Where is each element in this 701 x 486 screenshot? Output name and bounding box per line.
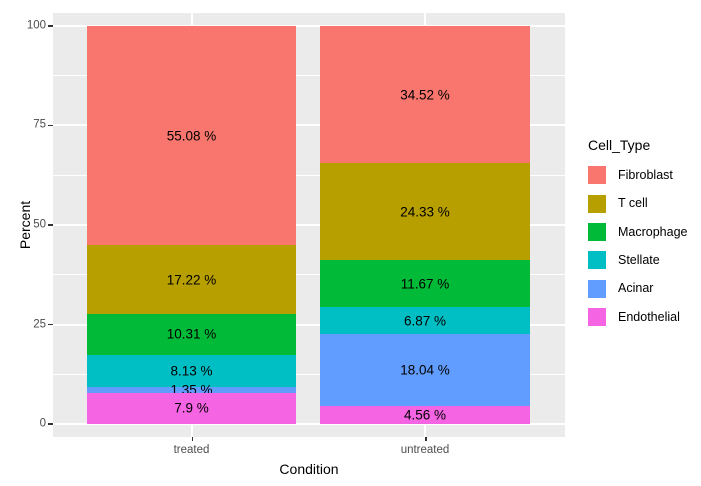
minor-gridline: [53, 373, 565, 375]
y-tick-mark: [48, 25, 53, 27]
legend-label: Fibroblast: [618, 168, 673, 183]
legend-swatch: [588, 222, 606, 241]
legend-swatch: [588, 307, 606, 326]
x-tick-mark: [425, 437, 427, 441]
legend-label: T cell: [618, 196, 648, 211]
legend-item-acinar: Acinar: [588, 279, 688, 298]
bar-segment-fibroblast-treated: 55.08 %: [87, 26, 296, 246]
bar-untreated: 34.52 % 24.33 % 11.67 % 6.87 % 18.04 % 4.56 %: [320, 26, 530, 425]
legend-swatch: [588, 251, 606, 270]
bar-segment-label: 7.9 %: [174, 400, 209, 416]
bar-segment-macrophage-treated: 10.31 %: [87, 313, 296, 356]
x-tick-label-untreated: untreated: [400, 444, 450, 456]
y-tick-label: 25: [33, 317, 46, 330]
minor-gridline: [53, 274, 565, 276]
legend: Cell_Type Fibroblast T cell Macrophage Stel…: [588, 137, 688, 336]
major-gridline: [53, 423, 565, 426]
bar-segment-t-cell-treated: 17.22 %: [87, 245, 296, 314]
legend-title: Cell_Type: [588, 137, 651, 153]
y-axis-title: Percent: [17, 200, 33, 250]
bar-segment-label: 10.31 %: [166, 326, 217, 342]
y-tick-mark: [48, 423, 53, 425]
legend-label: Stellate: [618, 253, 660, 268]
legend-label: Acinar: [618, 281, 654, 296]
bar-segment-label: 6.87 %: [403, 312, 447, 328]
bar-segment-label: 18.04 %: [400, 362, 450, 378]
bar-segment-label: 24.33 %: [400, 204, 450, 220]
legend-swatch: [588, 166, 606, 185]
y-tick-mark: [48, 224, 53, 226]
y-tick-label: 100: [26, 19, 46, 32]
bar-segment-endothelial-untreated: 4.56 %: [320, 406, 530, 425]
x-axis-title: Condition: [279, 461, 339, 477]
minor-gridline: [53, 174, 565, 176]
major-gridline: [53, 224, 565, 227]
bar-segment-label: 34.52 %: [400, 86, 450, 102]
y-tick-mark: [48, 323, 53, 326]
bar-treated: 55.08 % 17.22 % 10.31 % 8.13 % 1.35 % 7.9 %: [87, 26, 296, 425]
x-tick-label-treated: treated: [173, 444, 210, 456]
bar-segment-t-cell-untreated: 24.33 %: [320, 163, 530, 261]
bar-segment-label: 11.67 %: [400, 275, 450, 291]
legend-item-t-cell: T cell: [588, 194, 688, 213]
bar-segment-label: 17.22 %: [166, 271, 217, 287]
bar-segment-label: 4.56 %: [403, 407, 447, 423]
bar-segment-fibroblast-untreated: 34.52 %: [320, 26, 530, 164]
y-tick-label: 75: [33, 118, 46, 131]
bar-segment-label: 55.08 %: [166, 127, 217, 143]
bar-segment-macrophage-untreated: 11.67 %: [320, 260, 530, 307]
y-tick-mark: [48, 124, 53, 127]
legend-swatch: [588, 279, 606, 298]
legend-label: Endothelial: [618, 309, 680, 324]
legend-item-macrophage: Macrophage: [588, 222, 688, 241]
y-tick-label: 50: [33, 218, 46, 231]
bar-segment-stellate-treated: 8.13 %: [87, 355, 296, 388]
legend-item-endothelial: Endothelial: [588, 307, 688, 326]
legend-label: Macrophage: [618, 224, 688, 239]
plot-panel: 55.08 % 17.22 % 10.31 % 8.13 % 1.35 % 7.9 % 34…: [53, 13, 565, 437]
major-gridline: [53, 24, 565, 27]
bar-segment-acinar-untreated: 18.04 %: [320, 334, 530, 407]
legend-item-fibroblast: Fibroblast: [588, 166, 688, 185]
legend-items: Fibroblast T cell Macrophage Stellate Acinar…: [588, 166, 688, 326]
bar-segment-endothelial-treated: 7.9 %: [87, 392, 296, 425]
bar-segment-stellate-untreated: 6.87 %: [320, 306, 530, 335]
y-tick-label: 0: [39, 417, 46, 430]
legend-swatch: [588, 194, 606, 213]
legend-item-stellate: Stellate: [588, 251, 688, 270]
major-gridline: [53, 124, 565, 127]
major-gridline: [53, 323, 565, 326]
bar-segment-label: 8.13 %: [170, 363, 213, 379]
minor-gridline: [53, 75, 565, 77]
x-tick-mark: [191, 437, 193, 441]
